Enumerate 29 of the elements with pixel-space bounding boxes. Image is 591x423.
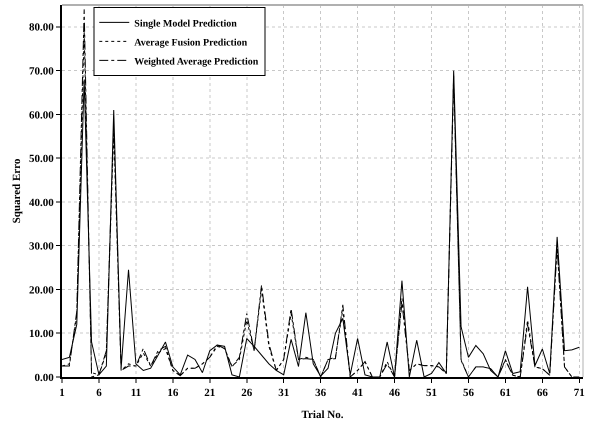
x-tick-label: 6	[96, 387, 102, 400]
x-axis-title: Trial No.	[302, 408, 344, 421]
y-tick-label: 50.00	[29, 153, 54, 166]
x-tick-label: 1	[59, 387, 65, 400]
x-tick-label: 26	[241, 387, 253, 400]
x-tick-label: 11	[130, 387, 142, 400]
legend-label: Average Fusion Prediction	[134, 37, 248, 48]
y-tick-label: 10.00	[29, 328, 54, 340]
x-tick-label: 21	[204, 387, 216, 400]
x-tick-label: 16	[167, 387, 179, 400]
y-tick-label: 30.00	[29, 240, 54, 253]
y-tick-label: 60.00	[29, 109, 54, 122]
legend-label: Weighted Average Prediction	[134, 56, 259, 68]
y-tick-label: 40.00	[29, 196, 54, 209]
x-tick-label: 61	[500, 387, 511, 400]
x-tick-label: 56	[462, 387, 474, 400]
x-tick-label: 51	[426, 387, 437, 400]
x-tick-label: 71	[574, 387, 585, 400]
y-tick-label: 0.00	[34, 372, 54, 384]
x-tick-label: 66	[536, 387, 548, 400]
y-tick-label: 70.00	[29, 66, 54, 78]
y-tick-label: 20.00	[29, 284, 54, 296]
x-tick-label: 46	[389, 387, 401, 400]
legend-label: Single Model Prediction	[134, 18, 238, 30]
x-tick-label: 36	[315, 387, 327, 400]
y-axis-title: Squared Erro	[11, 158, 24, 224]
y-tick-label: 80.00	[29, 22, 54, 34]
x-tick-label: 31	[278, 387, 290, 400]
x-tick-label: 41	[352, 387, 364, 400]
